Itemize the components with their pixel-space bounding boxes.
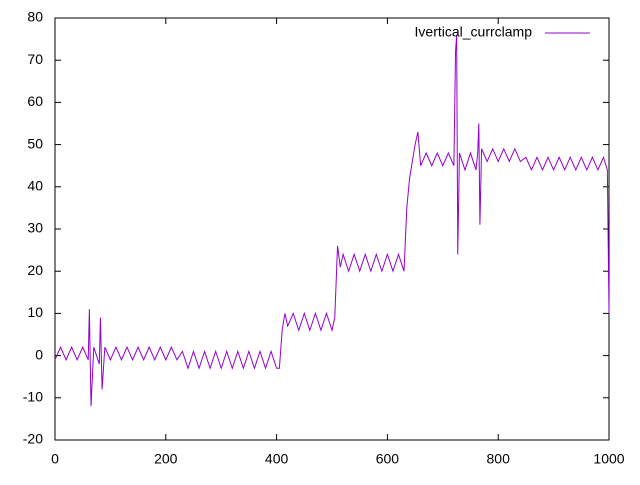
y-tick-label: 60 xyxy=(27,93,43,109)
y-tick-label: 50 xyxy=(27,135,43,151)
x-tick-label: 1000 xyxy=(593,451,624,467)
y-tick-label: 0 xyxy=(35,346,43,362)
plot-border xyxy=(54,17,610,441)
data-line xyxy=(54,34,610,407)
y-tick-label: 20 xyxy=(27,262,43,278)
y-tick-label: 10 xyxy=(27,304,43,320)
x-tick-label: 400 xyxy=(265,451,289,467)
x-tick-label: 800 xyxy=(487,451,511,467)
x-tick-label: 0 xyxy=(51,451,59,467)
y-tick-label: -10 xyxy=(23,389,43,405)
y-tick-label: 80 xyxy=(27,9,43,25)
x-tick-label: 600 xyxy=(376,451,400,467)
y-tick-label: -20 xyxy=(23,431,43,447)
y-tick-label: 30 xyxy=(27,220,43,236)
y-tick-label: 40 xyxy=(27,178,43,194)
legend-label: Ivertical_currclamp xyxy=(415,24,533,40)
y-tick-label: 70 xyxy=(27,51,43,67)
x-tick-label: 200 xyxy=(154,451,178,467)
